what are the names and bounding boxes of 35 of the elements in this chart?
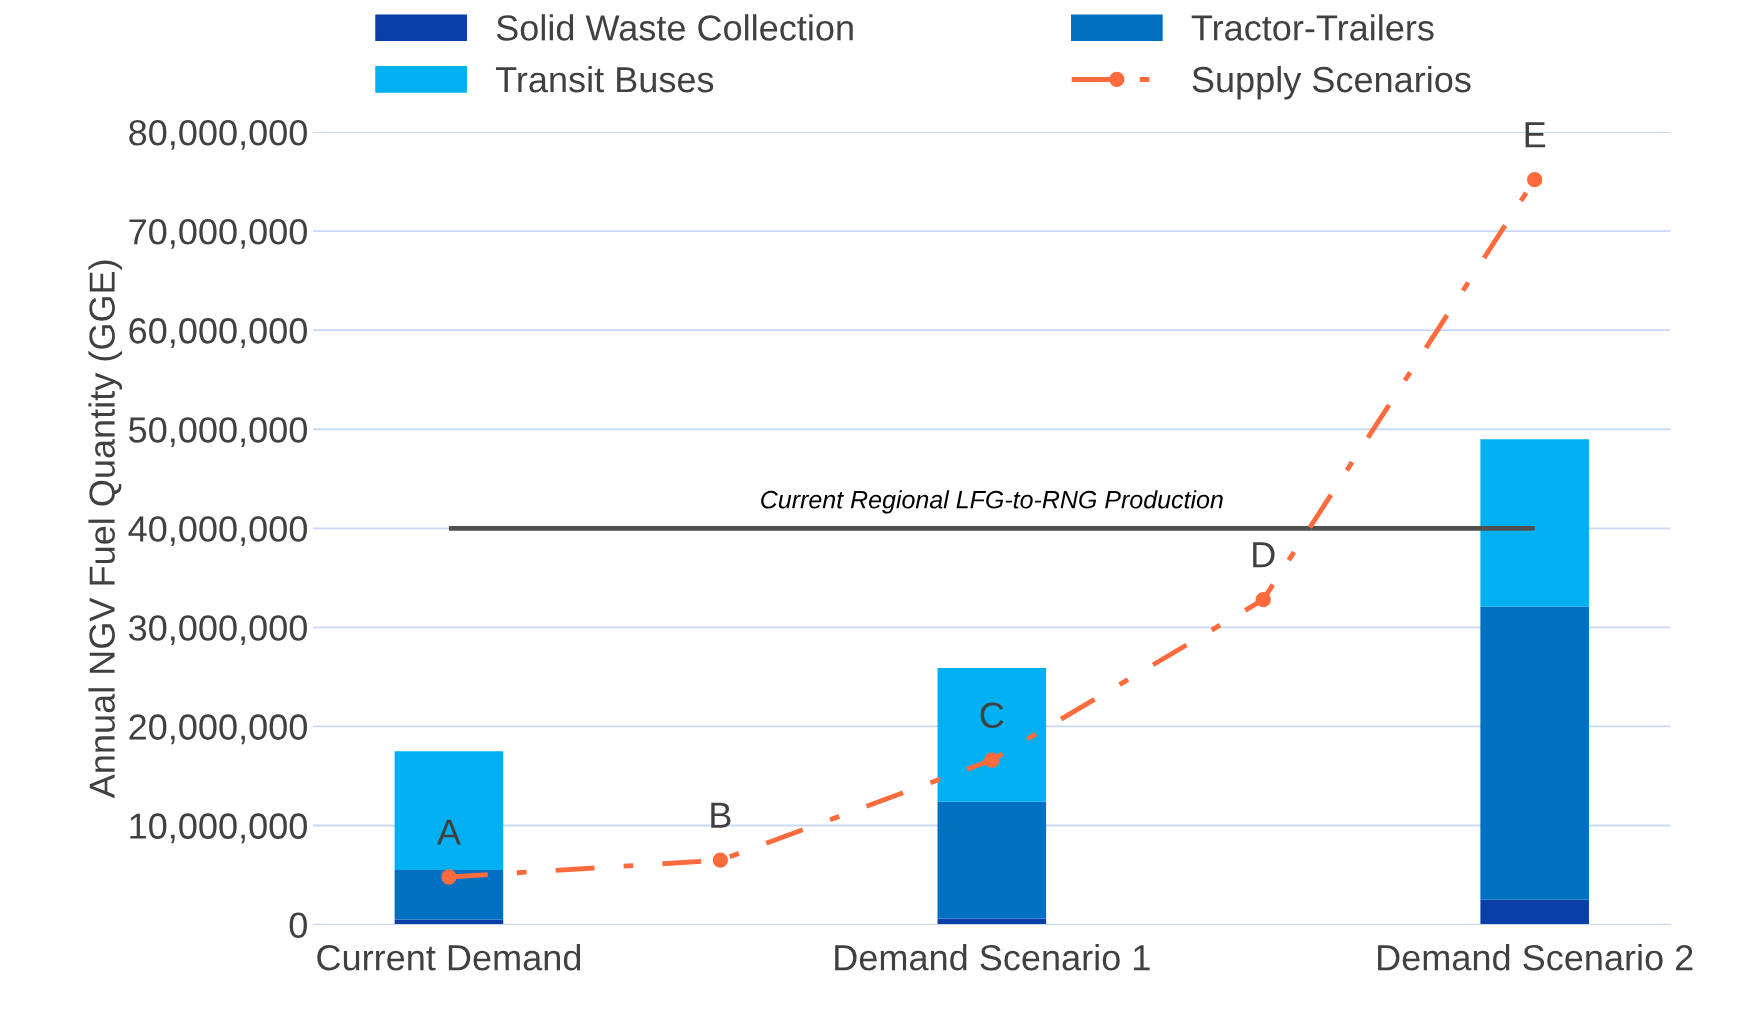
bar (1480, 899, 1589, 925)
y-tick-label: 70,000,000 (129, 219, 307, 249)
point (1255, 592, 1271, 608)
y-tick-label: 30,000,000 (129, 615, 307, 646)
y-axis-title: Annual NGV Fuel Quantity (GGE) (88, 260, 123, 799)
bar (937, 667, 1047, 802)
data-label: E (1525, 122, 1546, 148)
bar (937, 801, 1047, 919)
point (1527, 171, 1543, 188)
data-label: C (980, 702, 1004, 728)
x-tick-label: Demand Scenario 2 (1378, 944, 1693, 971)
ref-line-label: Current Regional LFG-to-RNG Production (761, 490, 1223, 514)
legend-label: Tractor-Trailers (1191, 14, 1434, 41)
bar (394, 751, 504, 871)
x-tick-label: Demand Scenario 1 (835, 944, 1150, 971)
legend-label: Solid Waste Collection (496, 14, 853, 41)
y-tick-label: 50,000,000 (129, 417, 307, 447)
x-tick-label: Current Demand (317, 944, 581, 971)
y-tick-label: 20,000,000 (129, 714, 307, 745)
y-tick-label: 0 (289, 912, 307, 938)
point (712, 852, 728, 868)
legend-label: Transit Buses (495, 65, 714, 93)
bar (1480, 606, 1589, 900)
y-tick-label: 40,000,000 (128, 516, 307, 547)
data-label: B (711, 802, 731, 828)
data-label: D (1253, 542, 1275, 568)
bar (394, 870, 504, 920)
bar (1480, 439, 1589, 607)
data-label: A (436, 819, 461, 845)
y-tick-label: 80,000,000 (129, 119, 307, 150)
y-tick-label: 10,000,000 (130, 813, 307, 844)
point (984, 752, 1000, 768)
y-tick-label: 60,000,000 (129, 318, 307, 348)
legend-label: Supply Scenarios (1192, 65, 1471, 100)
point (441, 869, 457, 885)
